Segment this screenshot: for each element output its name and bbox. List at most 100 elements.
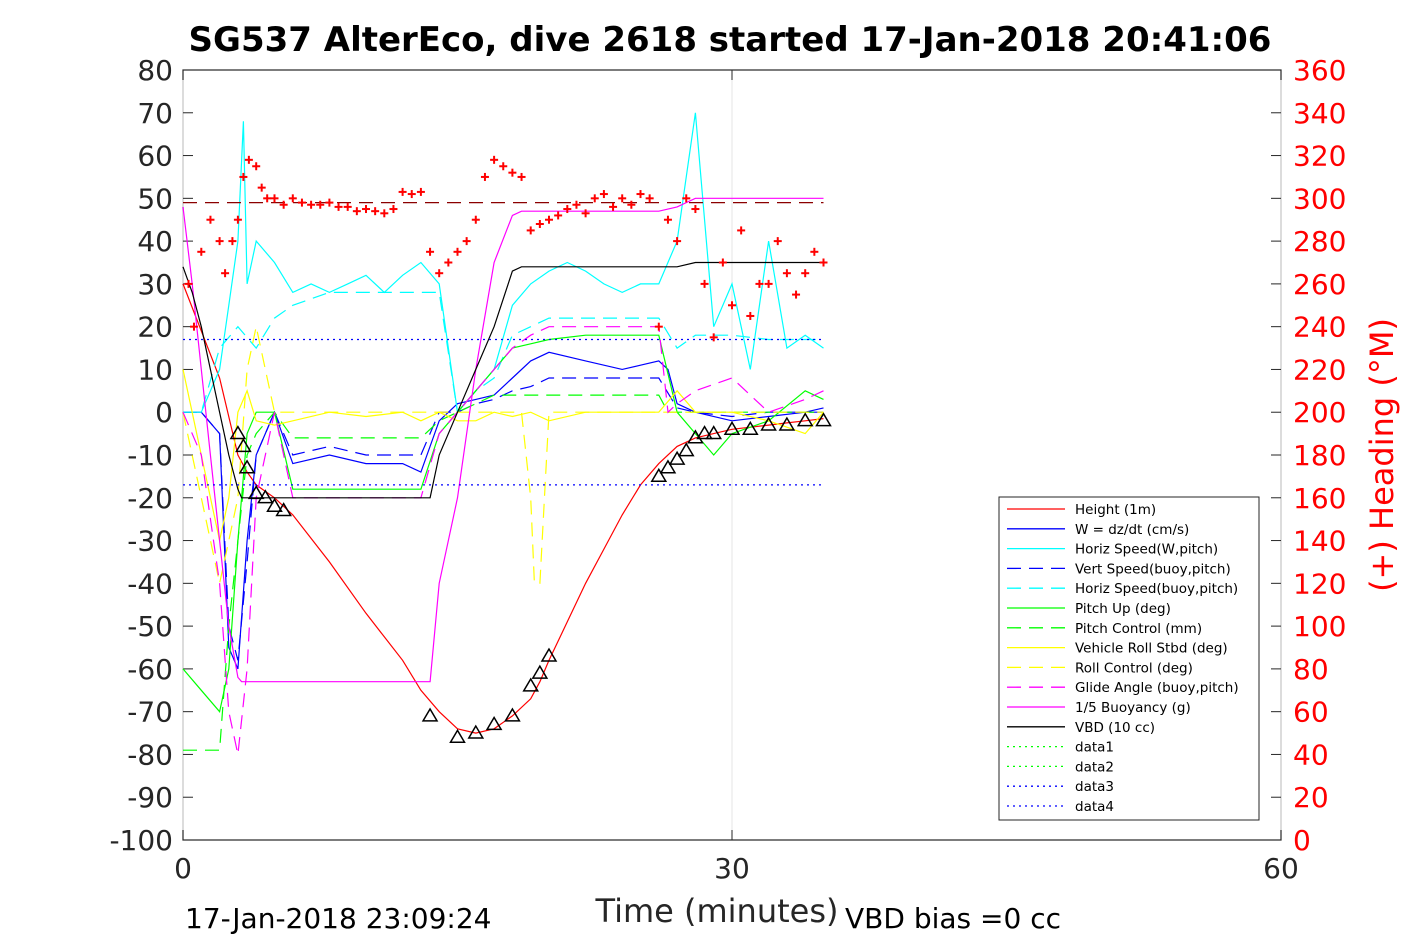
y-right-tick-label-15: 60 xyxy=(1293,696,1329,729)
y-left-tick-label-11: -30 xyxy=(127,525,173,558)
heading-point xyxy=(718,258,727,267)
heading-point xyxy=(334,202,343,211)
y-left-tick-label-15: -70 xyxy=(127,696,173,729)
heading-point xyxy=(316,200,325,209)
y-right-tick-label-13: 100 xyxy=(1293,610,1346,643)
x-tick-label-1: 30 xyxy=(714,852,750,885)
glide-marker xyxy=(723,420,741,435)
heading-point xyxy=(545,215,553,224)
y-axis-right: 3603403203002802602402202001801601401201… xyxy=(1271,54,1346,857)
heading-point xyxy=(526,226,535,235)
glide-marker xyxy=(741,420,759,435)
y-right-tick-label-2: 320 xyxy=(1293,140,1346,173)
y-left-tick-label-2: 60 xyxy=(137,140,173,173)
y-right-tick-label-3: 300 xyxy=(1293,182,1346,215)
glide-marker xyxy=(650,467,668,483)
heading-point xyxy=(535,220,544,228)
heading-point xyxy=(189,322,198,331)
x-axis-label: Time (minutes) xyxy=(595,892,839,930)
heading-point xyxy=(288,194,297,203)
legend-label-8: Roll Control (deg) xyxy=(1075,660,1193,676)
y-axis-right-label: (+) Heading (°M) xyxy=(1363,318,1401,592)
y-left-tick-label-12: -40 xyxy=(127,567,173,600)
y-left-tick-label-8: 0 xyxy=(155,396,173,429)
series-line-6 xyxy=(183,394,824,751)
heading-point xyxy=(700,279,709,288)
heading-point xyxy=(810,247,819,256)
heading-point xyxy=(362,205,370,214)
series-line-10 xyxy=(182,197,824,683)
heading-point xyxy=(782,269,791,278)
glide-marker xyxy=(778,416,796,431)
heading-point xyxy=(691,205,700,214)
heading-point xyxy=(352,207,361,216)
heading-point xyxy=(257,183,266,192)
glide-marker xyxy=(467,724,485,739)
heading-point xyxy=(572,200,581,209)
heading-point xyxy=(490,155,499,164)
legend-label-13: data2 xyxy=(1075,759,1114,775)
y-left-tick-label-7: 10 xyxy=(137,353,173,386)
heading-point xyxy=(215,237,224,246)
glide-marker xyxy=(522,677,540,692)
heading-point xyxy=(206,215,215,224)
y-right-tick-label-11: 140 xyxy=(1293,525,1346,558)
heading-point xyxy=(279,200,288,209)
glide-marker xyxy=(275,502,292,517)
heading-point xyxy=(554,211,563,220)
heading-point xyxy=(444,258,453,267)
heading-point xyxy=(371,207,380,216)
heading-point xyxy=(343,202,352,211)
legend-label-11: VBD (10 cc) xyxy=(1075,720,1155,736)
legend-label-9: Glide Angle (buoy,pitch) xyxy=(1075,680,1239,696)
heading-point xyxy=(673,237,682,246)
y-left-tick-label-17: -90 xyxy=(127,781,173,814)
heading-point xyxy=(239,172,248,181)
heading-point xyxy=(471,215,480,224)
y-right-tick-label-5: 260 xyxy=(1293,268,1346,301)
heading-point xyxy=(654,322,663,331)
heading-point xyxy=(709,333,718,342)
glide-markers-layer xyxy=(229,412,832,743)
heading-point xyxy=(221,269,230,278)
heading-point xyxy=(197,247,206,256)
y-left-tick-label-6: 20 xyxy=(137,311,173,344)
legend-label-5: Pitch Up (deg) xyxy=(1075,601,1171,617)
y-right-tick-label-16: 40 xyxy=(1293,738,1329,771)
heading-point xyxy=(581,209,590,218)
y-right-tick-label-8: 200 xyxy=(1293,396,1346,429)
glide-marker xyxy=(540,647,558,662)
heading-point xyxy=(746,311,755,320)
heading-point xyxy=(645,194,654,203)
series-line-11 xyxy=(182,261,824,499)
legend-label-3: Vert Speed(buoy,pitch) xyxy=(1075,561,1231,577)
legend-label-14: data3 xyxy=(1075,779,1114,795)
series-line-9 xyxy=(182,326,824,755)
glide-marker xyxy=(677,442,695,457)
heading-point xyxy=(682,194,691,203)
heading-point xyxy=(407,190,416,199)
heading-point xyxy=(764,279,773,288)
heading-point xyxy=(263,194,272,203)
y-left-tick-label-16: -80 xyxy=(127,738,173,771)
chart-title: SG537 AlterEco, dive 2618 started 17-Jan… xyxy=(189,20,1272,60)
y-right-tick-label-9: 180 xyxy=(1293,439,1346,472)
heading-point xyxy=(618,194,627,203)
legend-label-15: data4 xyxy=(1075,799,1114,815)
y-right-tick-label-1: 340 xyxy=(1293,97,1346,130)
y-left-tick-label-18: -100 xyxy=(109,824,173,857)
heading-point xyxy=(599,190,608,199)
y-left-tick-label-4: 40 xyxy=(137,225,173,258)
y-right-tick-label-6: 240 xyxy=(1293,311,1346,344)
legend-box xyxy=(998,496,1260,821)
y-left-tick-label-13: -50 xyxy=(127,610,173,643)
heading-point xyxy=(508,168,517,177)
y-left-tick-label-10: -20 xyxy=(127,482,173,515)
heading-point xyxy=(252,162,261,171)
y-left-tick-label-9: -10 xyxy=(127,439,173,472)
heading-point xyxy=(453,247,462,256)
series-line-7 xyxy=(182,369,824,541)
heading-point xyxy=(228,237,237,246)
glide-marker xyxy=(504,707,521,722)
